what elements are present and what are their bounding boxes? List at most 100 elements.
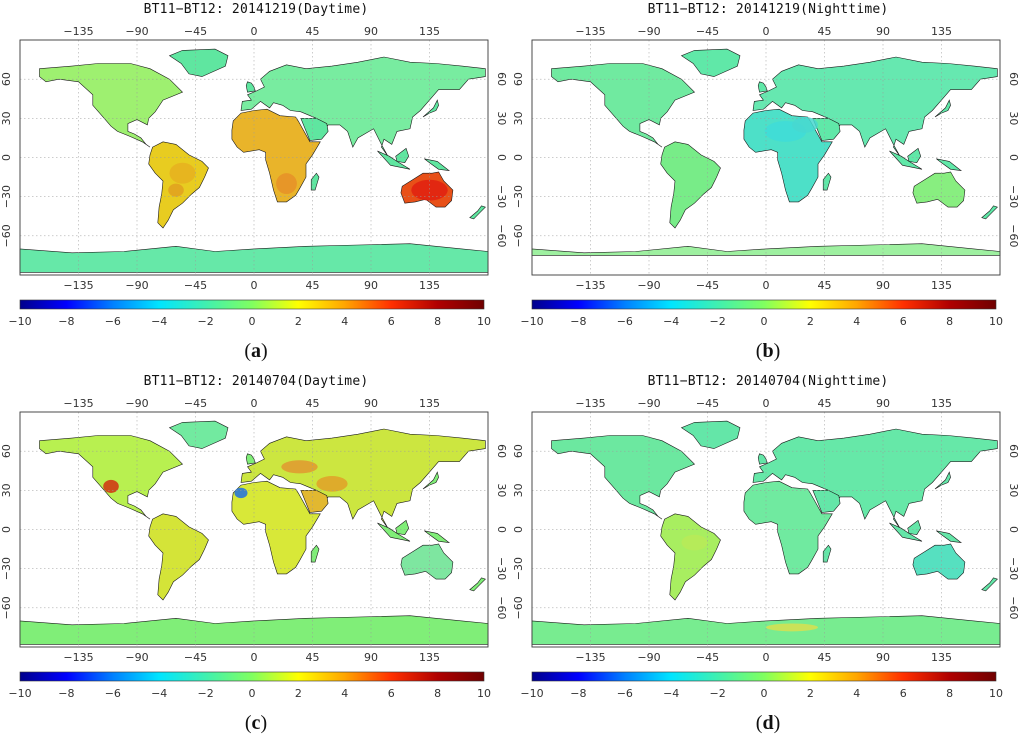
continent-borneo bbox=[907, 519, 922, 536]
colorbar-tick-label: 4 bbox=[853, 315, 860, 328]
continent-indonesia bbox=[377, 150, 411, 170]
longitude-tick-label: −90 bbox=[637, 25, 660, 38]
data-anomaly-region bbox=[316, 475, 348, 492]
data-anomaly-region bbox=[681, 534, 708, 551]
colorbar-tick-label: 10 bbox=[989, 315, 1003, 328]
colorbar-tick-label: 10 bbox=[989, 687, 1003, 700]
colorbar-tick-label: 2 bbox=[295, 315, 302, 328]
colorbar-tick-label: 0 bbox=[249, 315, 256, 328]
latitude-tick-label: 0 bbox=[0, 526, 13, 533]
longitude-tick-label: −45 bbox=[696, 279, 719, 292]
latitude-tick-label: 30 bbox=[1007, 483, 1020, 497]
longitude-tick-label: −90 bbox=[125, 25, 148, 38]
latitude-tick-label: −30 bbox=[512, 557, 525, 580]
colorbar-gradient bbox=[19, 671, 485, 682]
continent-newzealand bbox=[469, 205, 486, 220]
continent-australia bbox=[400, 543, 454, 580]
latitude-tick-label: 0 bbox=[495, 526, 508, 533]
data-anomaly-region bbox=[234, 487, 248, 499]
latitude-tick-label: 60 bbox=[495, 444, 508, 458]
latitude-tick-label: 60 bbox=[0, 72, 13, 86]
latitude-tick-label: −60 bbox=[495, 596, 508, 619]
data-anomaly-region bbox=[792, 117, 818, 133]
latitude-tick-label: 0 bbox=[512, 526, 525, 533]
continent-australia bbox=[912, 171, 966, 208]
data-anomaly-region bbox=[103, 479, 119, 493]
latitude-tick-label: 30 bbox=[512, 483, 525, 497]
data-anomaly-region bbox=[168, 183, 184, 197]
longitude-tick-label: 90 bbox=[876, 651, 890, 664]
latitude-tick-label: 0 bbox=[1007, 526, 1020, 533]
continent-greenland bbox=[680, 420, 741, 449]
latitude-tick-label: 60 bbox=[1007, 72, 1020, 86]
colorbar-tick-label: −2 bbox=[197, 687, 213, 700]
latitude-tick-label: −30 bbox=[1007, 185, 1020, 208]
longitude-tick-label: −135 bbox=[575, 397, 605, 410]
continent-samerica bbox=[660, 141, 721, 229]
panel-a: BT11−BT12: 20141219(Daytime) −135 −135 −90… bbox=[0, 0, 512, 372]
colorbar-tick-label: 0 bbox=[761, 687, 768, 700]
continent-greatbritain bbox=[245, 453, 256, 465]
latitude-tick-label: −60 bbox=[512, 596, 525, 619]
data-anomaly-region bbox=[276, 173, 297, 195]
colorbar-tick-label: −6 bbox=[105, 315, 121, 328]
latitude-tick-label: 0 bbox=[512, 154, 525, 161]
colorbar-tick-label: −2 bbox=[709, 687, 725, 700]
continent-newzealand bbox=[981, 577, 998, 592]
longitude-tick-label: −45 bbox=[696, 651, 719, 664]
longitude-tick-label: 0 bbox=[763, 279, 770, 292]
longitude-tick-label: −45 bbox=[184, 25, 207, 38]
longitude-tick-label: 45 bbox=[306, 25, 320, 38]
longitude-tick-label: −135 bbox=[63, 279, 93, 292]
longitude-tick-label: −135 bbox=[575, 651, 605, 664]
colorbar-tick-label: −4 bbox=[663, 687, 679, 700]
continent-indonesia bbox=[889, 150, 923, 170]
data-anomaly-region bbox=[281, 460, 318, 474]
longitude-tick-label: 135 bbox=[931, 279, 952, 292]
longitude-tick-label: −135 bbox=[63, 651, 93, 664]
longitude-tick-label: 45 bbox=[306, 279, 320, 292]
longitude-tick-label: −90 bbox=[125, 397, 148, 410]
longitude-tick-label: 45 bbox=[818, 651, 832, 664]
longitude-tick-label: −90 bbox=[637, 651, 660, 664]
latitude-tick-label: −60 bbox=[1007, 596, 1020, 619]
colorbar-tick-label: −8 bbox=[570, 687, 586, 700]
longitude-tick-label: 135 bbox=[419, 397, 440, 410]
longitude-tick-label: 90 bbox=[364, 25, 378, 38]
panel-d: BT11−BT12: 20140704(Nighttime) −135 −135 −… bbox=[512, 372, 1024, 744]
colorbar-tick-label: 4 bbox=[341, 687, 348, 700]
map-border bbox=[531, 39, 1001, 276]
latitude-tick-label: 0 bbox=[495, 154, 508, 161]
longitude-tick-label: 0 bbox=[763, 397, 770, 410]
latitude-tick-label: 30 bbox=[0, 111, 13, 125]
colorbar-tick-label: 0 bbox=[249, 687, 256, 700]
continent-madagascar bbox=[310, 172, 320, 191]
latitude-tick-label: −60 bbox=[495, 224, 508, 247]
continent-namerica bbox=[551, 63, 696, 148]
longitude-tick-label: 90 bbox=[876, 25, 890, 38]
colorbar-tick-label: −2 bbox=[709, 315, 725, 328]
latitude-tick-label: −30 bbox=[0, 185, 13, 208]
colorbar-tick-label: −8 bbox=[58, 687, 74, 700]
latitude-tick-label: 30 bbox=[495, 483, 508, 497]
continent-samerica bbox=[660, 513, 721, 601]
latitude-tick-label: −30 bbox=[1007, 557, 1020, 580]
continent-borneo bbox=[395, 147, 410, 164]
latitude-tick-label: 60 bbox=[512, 444, 525, 458]
continent-eurasia bbox=[240, 428, 486, 529]
colorbar-tick-label: 2 bbox=[807, 315, 814, 328]
colorbar-tick-label: −6 bbox=[617, 315, 633, 328]
longitude-tick-label: 45 bbox=[818, 279, 832, 292]
longitude-tick-label: −135 bbox=[575, 279, 605, 292]
longitude-tick-label: 0 bbox=[251, 25, 258, 38]
continent-namerica bbox=[39, 63, 184, 148]
longitude-tick-label: 135 bbox=[931, 651, 952, 664]
longitude-tick-label: 90 bbox=[876, 279, 890, 292]
colorbar-tick-label: 0 bbox=[761, 315, 768, 328]
colorbar-gradient bbox=[19, 299, 485, 310]
colorbar-tick-label: −10 bbox=[8, 687, 31, 700]
colorbar-tick-label: 8 bbox=[434, 687, 441, 700]
longitude-tick-label: −90 bbox=[637, 279, 660, 292]
